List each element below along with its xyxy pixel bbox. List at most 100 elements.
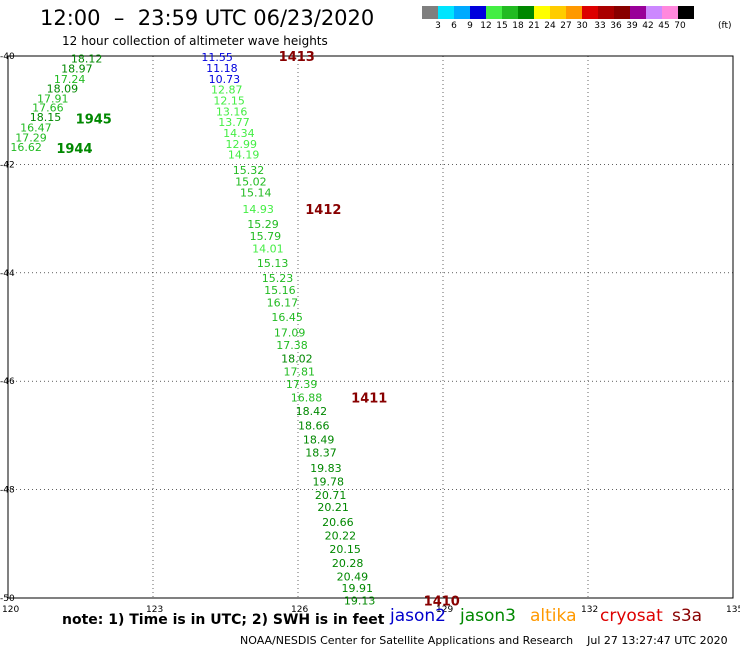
color-swatch: [518, 6, 534, 19]
color-scale-label: 27: [560, 21, 572, 31]
swh-value-label: 16.62: [10, 141, 42, 154]
swh-value-label: 16.45: [271, 311, 303, 324]
x-tick-label: 123: [146, 605, 163, 615]
color-swatch: [566, 6, 582, 19]
swh-value-label: 11.18: [206, 62, 238, 75]
footnote: note: 1) Time is in UTC; 2) SWH is in fe…: [62, 612, 385, 628]
time-label: 1412: [305, 203, 341, 218]
swh-value-label: 17.91: [37, 92, 69, 105]
swh-value-label: 12.15: [213, 94, 245, 107]
color-scale-label: 15: [496, 21, 508, 31]
swh-value-label: 17.29: [15, 131, 47, 144]
swh-value-label: 20.22: [325, 530, 357, 543]
color-swatch: [454, 6, 470, 19]
swh-value-label: 11.55: [201, 51, 233, 64]
color-swatch: [582, 6, 598, 19]
swh-value-label: 15.23: [262, 272, 294, 285]
time-label: 1944: [56, 142, 92, 157]
swh-value-label: 12.87: [211, 84, 243, 97]
swh-value-label: 14.01: [252, 242, 283, 255]
page-subtitle: 12 hour collection of altimeter wave hei…: [62, 34, 328, 48]
page-title: 12:00 – 23:59 UTC 06/23/2020: [40, 6, 375, 30]
swh-value-label: 19.83: [310, 462, 342, 475]
swh-value-label: 20.28: [332, 557, 364, 570]
swh-value-label: 19.78: [313, 475, 345, 488]
swh-value-label: 16.88: [291, 391, 323, 404]
swh-value-label: 18.02: [281, 352, 313, 365]
swh-value-label: 15.14: [240, 187, 272, 200]
swh-value-label: 13.77: [218, 116, 250, 129]
y-tick-label: -48: [0, 486, 15, 496]
color-scale-label: 30: [576, 21, 588, 31]
swh-value-label: 17.81: [284, 365, 316, 378]
swh-value-label: 17.38: [276, 339, 308, 352]
color-swatch: [534, 6, 550, 19]
x-tick-label: 129: [436, 605, 453, 615]
swh-value-label: 15.79: [250, 230, 282, 243]
legend-jason2: jason2: [390, 606, 446, 626]
swh-value-label: 18.15: [30, 111, 62, 124]
time-label: 1413: [279, 50, 315, 65]
swh-value-label: 20.21: [317, 501, 349, 514]
color-scale-unit: (ft): [718, 21, 732, 31]
x-tick-label: 135: [726, 605, 740, 615]
swh-value-label: 18.97: [61, 62, 93, 75]
swh-value-label: 19.13: [344, 595, 376, 608]
swh-value-label: 20.71: [315, 489, 347, 502]
color-scale-bar: [422, 6, 694, 19]
swh-value-label: 15.02: [235, 176, 267, 189]
color-swatch: [486, 6, 502, 19]
y-tick-label: -40: [0, 52, 15, 62]
swh-value-label: 14.19: [228, 149, 260, 162]
swh-value-label: 18.49: [303, 434, 335, 447]
x-tick-label: 120: [2, 605, 19, 615]
color-scale-label: 6: [451, 21, 457, 31]
color-scale-label: 12: [480, 21, 492, 31]
swh-value-label: 20.49: [337, 570, 369, 583]
x-tick-label: 132: [581, 605, 598, 615]
color-swatch: [646, 6, 662, 19]
swh-value-label: 15.29: [247, 218, 279, 231]
swh-value-label: 19.91: [342, 582, 374, 595]
color-swatch: [438, 6, 454, 19]
y-tick-label: -46: [0, 377, 15, 387]
swh-value-label: 16.47: [20, 122, 52, 135]
color-swatch: [598, 6, 614, 19]
color-scale-label: 3: [435, 21, 441, 31]
color-scale-label: 9: [467, 21, 473, 31]
time-label: 1945: [76, 112, 112, 127]
y-tick-label: -42: [0, 160, 15, 170]
color-swatch: [502, 6, 518, 19]
color-scale-label: 42: [642, 21, 654, 31]
color-swatch: [550, 6, 566, 19]
swh-value-label: 17.24: [54, 73, 86, 86]
plot-frame: [7, 55, 734, 599]
swh-value-label: 20.15: [329, 543, 361, 556]
time-label: 1411: [351, 391, 387, 406]
swh-value-label: 13.16: [216, 105, 248, 118]
color-scale-label: 45: [658, 21, 670, 31]
swh-value-label: 17.09: [274, 326, 306, 339]
color-scale-label: 33: [594, 21, 606, 31]
color-swatch: [422, 6, 438, 19]
color-scale-label: 21: [528, 21, 540, 31]
swh-value-label: 15.13: [257, 257, 289, 270]
color-scale-label: 36: [610, 21, 622, 31]
swh-value-label: 18.66: [298, 420, 330, 433]
legend-jason3: jason3: [460, 606, 516, 626]
swh-value-label: 18.42: [296, 405, 328, 418]
color-scale-label: 24: [544, 21, 556, 31]
legend-altika: altika: [530, 606, 577, 626]
color-scale-labels: 3 6 9 12 15 18 21 24 27 30 33 36 39 42 45 70: [422, 21, 740, 33]
y-tick-label: -44: [0, 269, 15, 279]
swh-value-label: 12.99: [226, 138, 258, 151]
color-swatch: [470, 6, 486, 19]
swh-value-label: 15.16: [264, 284, 296, 297]
swh-value-label: 18.09: [47, 83, 79, 96]
swh-value-label: 14.93: [242, 203, 274, 216]
x-tick-label: 126: [291, 605, 308, 615]
swh-value-label: 18.37: [305, 447, 337, 460]
color-scale-label: 39: [626, 21, 638, 31]
swh-value-label: 20.66: [322, 516, 354, 529]
